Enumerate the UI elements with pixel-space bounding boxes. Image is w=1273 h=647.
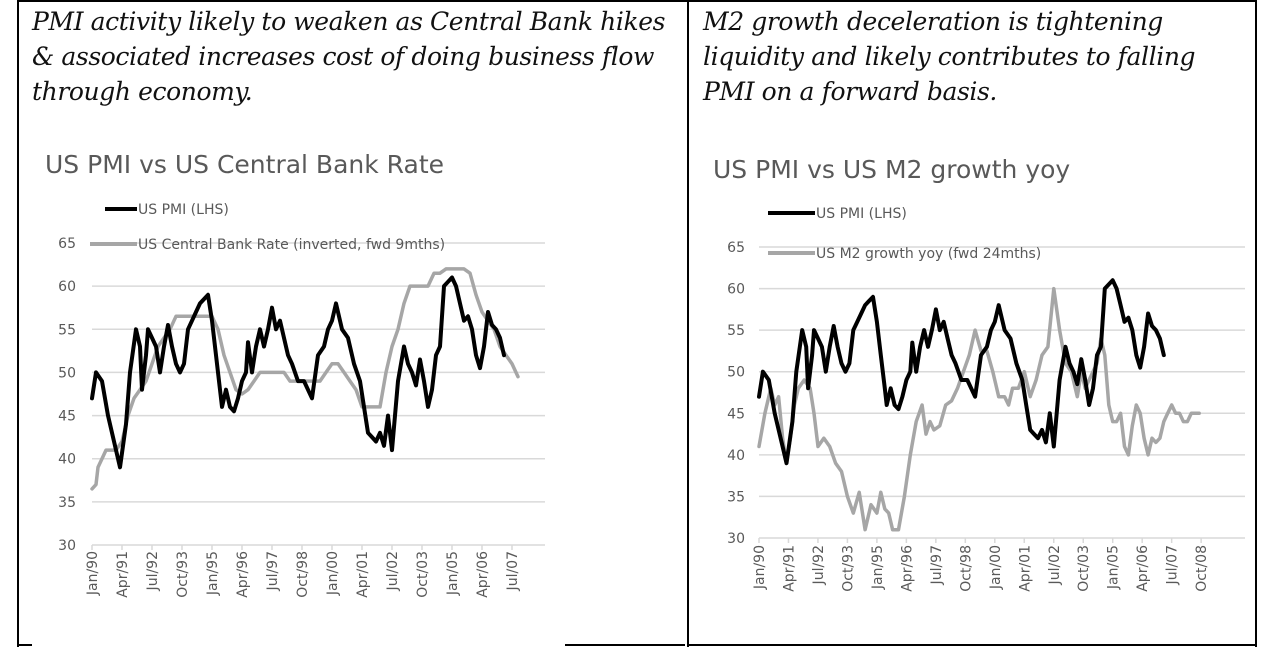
y-tick-label: 45 (58, 409, 76, 425)
frame-bottom-border-mid (565, 644, 685, 646)
y-tick-label: 65 (58, 236, 76, 252)
frame-top-border (17, 0, 1257, 2)
x-tick-label: Oct/98 (295, 551, 311, 598)
x-tick-label: Jul/97 (265, 551, 281, 591)
x-tick-label: Oct/03 (415, 551, 431, 598)
legend-label: US PMI (LHS) (138, 202, 229, 218)
x-tick-label: Apr/01 (355, 551, 371, 598)
y-tick-label: 40 (58, 452, 76, 468)
x-tick-label: Jan/95 (205, 551, 221, 596)
x-tick-label: Jul/02 (385, 551, 401, 591)
y-tick-label: 50 (58, 365, 76, 381)
series-line-us-pmi (90, 275, 506, 470)
x-tick-label: Oct/93 (175, 551, 191, 598)
chart-pmi-vs-central-bank-rate: US PMI vs US Central Bank Rate 30 35 40 45 5… (45, 150, 545, 598)
series-line-secondary (90, 267, 520, 491)
x-tick-label: Jul/92 (145, 551, 161, 591)
frame-right-border (1255, 0, 1257, 647)
x-tick-label: Jul/07 (505, 551, 521, 591)
frame-bottom-border-right (687, 644, 1257, 646)
x-tick-label: Apr/96 (235, 551, 251, 598)
x-tick-label: Apr/91 (115, 551, 131, 598)
y-tick-label: 30 (58, 538, 76, 554)
chart-title: US PMI vs US Central Bank Rate (45, 150, 444, 179)
y-tick-label: 35 (58, 495, 76, 511)
frame-bottom-border-left (17, 644, 32, 646)
y-tick-label: 60 (58, 279, 76, 295)
page-frame (17, 0, 1257, 647)
x-tick-label: Jan/00 (325, 551, 341, 596)
x-tick-label: Jan/05 (445, 551, 461, 596)
y-tick-label: 55 (58, 322, 76, 338)
legend-label: US Central Bank Rate (inverted, fwd 9mth… (138, 237, 445, 253)
frame-left-border (17, 0, 19, 647)
frame-middle-border (687, 0, 689, 647)
caption-left: PMI activity likely to weaken as Central… (32, 7, 666, 106)
caption-right: M2 growth deceleration is tightening liq… (703, 7, 1196, 106)
x-tick-label: Jan/90 (85, 551, 101, 596)
x-tick-label: Apr/06 (475, 551, 491, 598)
